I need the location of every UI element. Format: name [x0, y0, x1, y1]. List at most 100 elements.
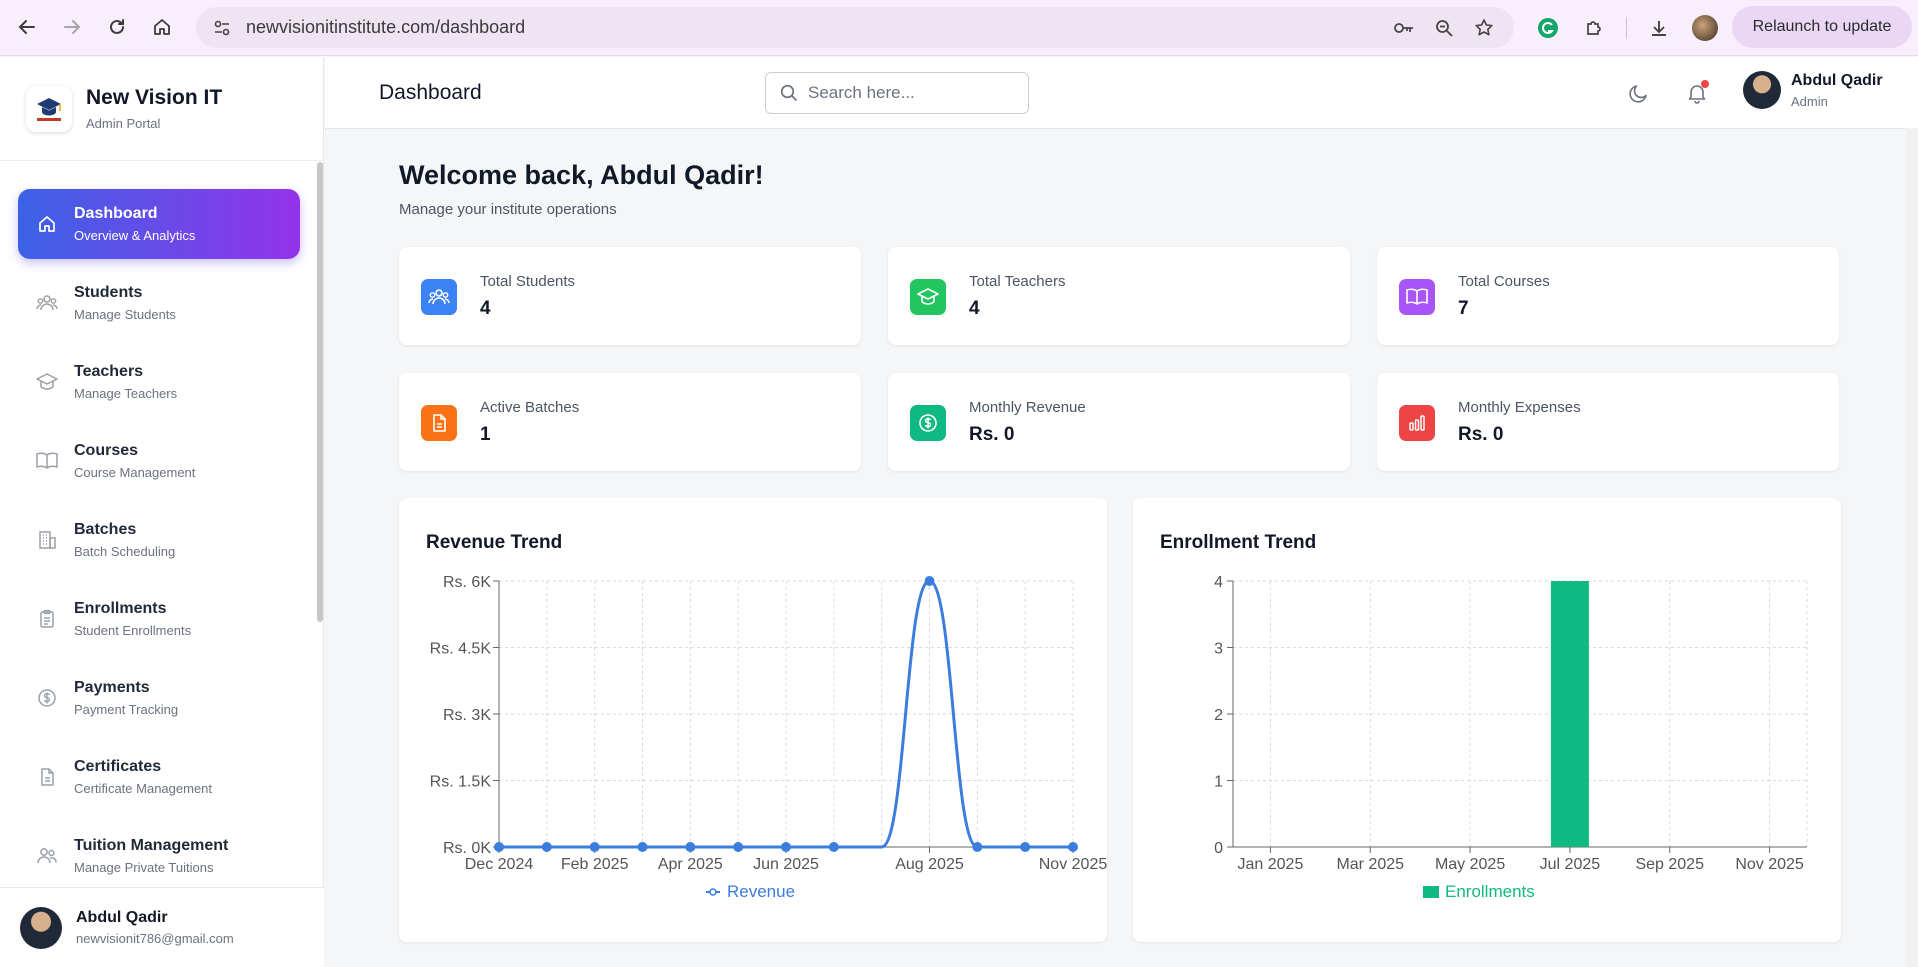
file-icon [421, 405, 457, 441]
relaunch-button[interactable]: Relaunch to update [1732, 6, 1912, 48]
file-icon [36, 766, 58, 788]
revenue-chart: Rs. 0K Rs. 1.5K Rs. 3K Rs. 4.5K Rs. 6K Dec 20… [430, 574, 1107, 873]
x-tick-label: Sep 2025 [1635, 856, 1704, 873]
sidebar-item-tuition-management[interactable]: Tuition Management Manage Private Tuition… [18, 821, 300, 891]
bookmark-star-icon[interactable] [1468, 12, 1500, 44]
bar-chart-icon [1399, 405, 1435, 441]
sidebar: New Vision IT Admin Portal Dashboard Over… [0, 57, 324, 967]
reload-button[interactable] [95, 5, 139, 49]
sidebar-item-label: Certificates [74, 758, 162, 775]
sidebar-user-email: newvisionit786@gmail.com [76, 931, 234, 946]
stat-label: Total Teachers [969, 273, 1066, 290]
users-icon [421, 279, 457, 315]
revenue-data-point [733, 842, 744, 852]
graduation-cap-icon [36, 371, 58, 393]
sidebar-item-label: Students [74, 284, 143, 301]
header-user-name: Abdul Qadir [1791, 71, 1883, 89]
home-button[interactable] [140, 5, 184, 49]
header-user-menu[interactable]: Abdul Qadir Admin [1743, 71, 1883, 109]
url-text[interactable]: newvisionitinstitute.com/dashboard [246, 17, 526, 37]
user-group-icon [36, 845, 58, 867]
stat-value: Rs. 0 [1458, 424, 1504, 445]
search-box[interactable] [765, 72, 1029, 114]
sidebar-item-payments[interactable]: Payments Payment Tracking [18, 663, 300, 733]
stat-card-monthly-revenue[interactable]: Monthly Revenue Rs. 0 [888, 373, 1350, 471]
page-title: Dashboard [379, 81, 482, 104]
sidebar-user-card[interactable]: Abdul Qadir newvisionit786@gmail.com [0, 887, 324, 967]
stat-card-monthly-expenses[interactable]: Monthly Expenses Rs. 0 [1377, 373, 1839, 471]
dark-mode-toggle[interactable] [1625, 79, 1653, 107]
sidebar-item-sublabel: Manage Students [74, 307, 176, 322]
notification-dot [1701, 80, 1709, 88]
building-icon [36, 529, 58, 551]
profile-avatar-icon[interactable] [1687, 10, 1723, 46]
sidebar-item-teachers[interactable]: Teachers Manage Teachers [18, 347, 300, 417]
stat-label: Monthly Expenses [1458, 399, 1581, 416]
y-tick-label: 0 [1214, 840, 1223, 857]
book-icon [36, 450, 58, 472]
forward-button[interactable] [50, 5, 94, 49]
revenue-data-point [589, 842, 600, 852]
users-icon [36, 292, 58, 314]
sidebar-item-sublabel: Certificate Management [74, 781, 213, 796]
stat-value: 1 [480, 424, 491, 445]
stat-card-total-teachers[interactable]: Total Teachers 4 [888, 247, 1350, 345]
stat-card-total-students[interactable]: Total Students 4 [399, 247, 861, 345]
y-tick-label: Rs. 4.5K [430, 641, 492, 658]
revenue-data-point [637, 842, 648, 852]
reload-icon [110, 19, 124, 34]
home-icon [154, 19, 170, 35]
y-tick-label: 1 [1214, 774, 1223, 791]
brand-name: New Vision IT [86, 86, 223, 109]
arrow-right-icon [64, 20, 81, 34]
x-tick-label: Apr 2025 [658, 856, 723, 873]
y-tick-label: Rs. 3K [443, 707, 491, 724]
y-tick-label: 2 [1214, 707, 1223, 724]
chart-title: Revenue Trend [426, 532, 563, 553]
enrollment-legend[interactable]: Enrollments [1423, 882, 1535, 902]
x-tick-label: Jul 2025 [1540, 856, 1601, 873]
site-settings-icon[interactable] [204, 10, 240, 46]
sidebar-item-students[interactable]: Students Manage Students [18, 268, 300, 338]
sidebar-menu: Dashboard Overview & Analytics Students Ma… [18, 189, 300, 900]
page-scrollbar[interactable] [1906, 128, 1918, 967]
x-tick-label: May 2025 [1435, 856, 1505, 873]
stat-card-active-batches[interactable]: Active Batches 1 [399, 373, 861, 471]
sidebar-item-dashboard[interactable]: Dashboard Overview & Analytics [18, 189, 300, 259]
browser-toolbar: newvisionitinstitute.com/dashboard Relau… [0, 0, 1918, 56]
notifications-button[interactable] [1683, 79, 1711, 107]
revenue-data-point [972, 842, 983, 852]
download-icon[interactable] [1641, 10, 1677, 46]
back-button[interactable] [5, 5, 49, 49]
sidebar-item-label: Teachers [74, 363, 144, 380]
x-tick-label: Feb 2025 [561, 856, 629, 873]
sidebar-item-courses[interactable]: Courses Course Management [18, 426, 300, 496]
grammarly-extension-icon[interactable] [1530, 10, 1566, 46]
sidebar-item-enrollments[interactable]: Enrollments Student Enrollments [18, 584, 300, 654]
x-tick-label: Dec 2024 [465, 856, 534, 873]
revenue-legend[interactable]: Revenue [705, 882, 795, 902]
search-input[interactable] [808, 83, 1008, 103]
bell-icon [1688, 85, 1706, 104]
sidebar-item-label: Payments [74, 679, 150, 696]
address-bar[interactable]: newvisionitinstitute.com/dashboard [196, 7, 1514, 48]
top-header: Dashboard Abdul Qadir Admin [325, 57, 1918, 129]
sidebar-item-batches[interactable]: Batches Batch Scheduling [18, 505, 300, 575]
password-key-icon[interactable] [1388, 12, 1420, 44]
stat-card-total-courses[interactable]: Total Courses 7 [1377, 247, 1839, 345]
sidebar-item-label: Dashboard [74, 205, 158, 222]
legend-line-marker-icon [706, 888, 720, 896]
sidebar-scrollbar[interactable] [317, 162, 323, 622]
brand-subtitle: Admin Portal [86, 116, 161, 131]
avatar [20, 906, 62, 949]
extensions-puzzle-icon[interactable] [1576, 10, 1612, 46]
welcome-heading: Welcome back, Abdul Qadir! [399, 160, 764, 190]
enrollment-trend-card: Enrollment Trend 0 1 2 3 4 Jan 2025 Mar 2025 Ma… [1133, 498, 1841, 942]
x-tick-label: Mar 2025 [1336, 856, 1404, 873]
toolbar-divider [1626, 17, 1627, 39]
sidebar-item-certificates[interactable]: Certificates Certificate Management [18, 742, 300, 812]
y-tick-label: 4 [1214, 574, 1223, 591]
zoom-icon[interactable] [1428, 12, 1460, 44]
institute-logo [26, 85, 72, 132]
sidebar-item-sublabel: Overview & Analytics [74, 228, 196, 243]
